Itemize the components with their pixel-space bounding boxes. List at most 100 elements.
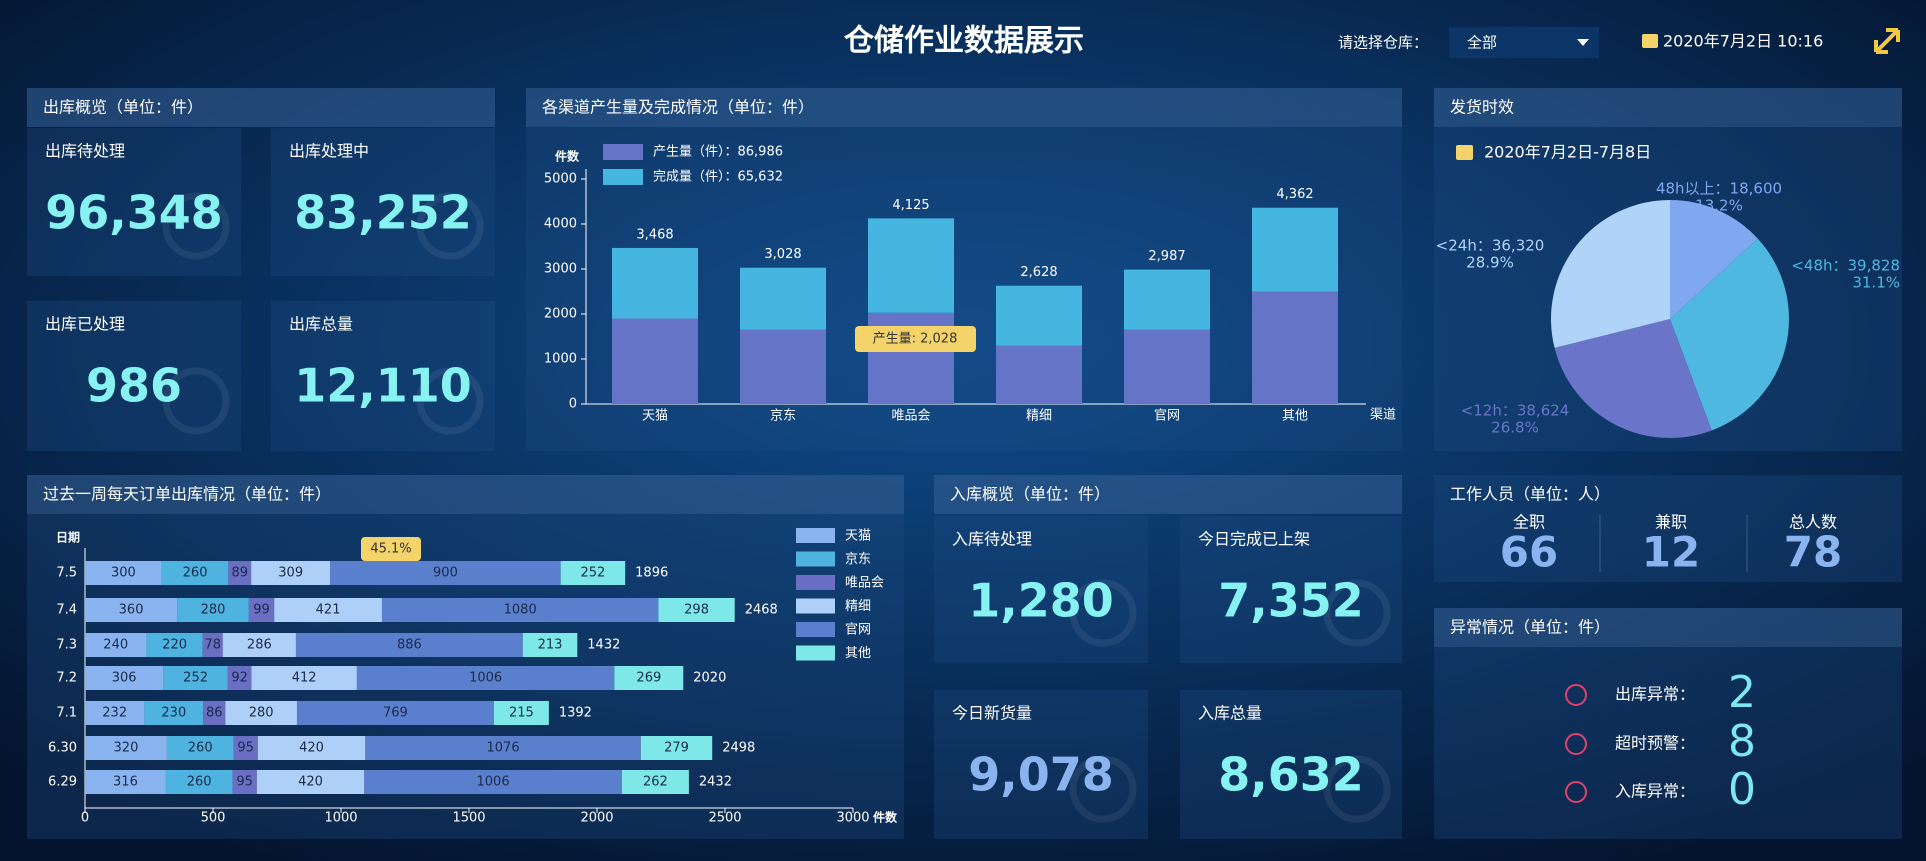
segment-label: 252 — [183, 671, 208, 686]
kpi-value: 986 — [86, 359, 182, 413]
panel-title: 出库概览（单位：件） — [43, 98, 203, 117]
x-axis-label: 件数 — [873, 810, 898, 825]
panel-title-bar — [27, 88, 495, 127]
bar-segment — [248, 598, 275, 622]
kpi-value: 12,110 — [294, 359, 472, 413]
staff-value: 66 — [1500, 528, 1558, 577]
kpi-label: 出库处理中 — [289, 142, 369, 161]
y-axis-label: 件数 — [555, 149, 580, 164]
panel-title: 各渠道产生量及完成情况（单位：件） — [542, 98, 814, 117]
panel-title: 工作人员（单位：人） — [1450, 485, 1610, 504]
pie-slice — [1670, 238, 1789, 431]
bar-segment — [163, 666, 228, 690]
bar-segment — [1252, 207, 1338, 292]
segment-label: 1076 — [487, 741, 520, 756]
x-tick-label: 精细 — [1026, 409, 1052, 424]
kpi-value: 8,632 — [1218, 748, 1364, 802]
segment-label: 412 — [292, 671, 317, 686]
kpi-card — [271, 128, 495, 276]
bar-segment — [85, 701, 145, 725]
panel-title-bar — [1434, 88, 1902, 127]
kpi-card — [934, 690, 1148, 839]
bar-segment — [232, 770, 257, 794]
warehouse-select[interactable] — [1449, 27, 1599, 58]
y-tick-label: 7.2 — [56, 671, 77, 686]
x-tick-label: 京东 — [770, 409, 796, 424]
panel — [1434, 608, 1902, 839]
legend-label: 天猫 — [845, 529, 871, 544]
segment-label: 1006 — [469, 671, 502, 686]
segment-label: 769 — [383, 706, 408, 721]
bar-segment — [146, 633, 203, 657]
kpi-label: 出库已处理 — [45, 315, 125, 334]
segment-label: 300 — [111, 566, 136, 581]
exception-value: 0 — [1728, 764, 1756, 815]
kpi-value: 7,352 — [1218, 574, 1364, 628]
x-tick-label: 1500 — [452, 811, 485, 826]
segment-label: 360 — [119, 603, 144, 618]
exception-icon — [1565, 781, 1587, 803]
datetime: 2020年7月2日 10:16 — [1663, 32, 1823, 51]
bar-segment — [356, 666, 615, 690]
kpi-label: 出库待处理 — [45, 142, 125, 161]
bar-segment — [251, 666, 357, 690]
staff-label: 全职 — [1513, 513, 1545, 532]
slice-label: <24h：36,320 — [1436, 237, 1545, 255]
kpi-label: 入库总量 — [1198, 704, 1262, 723]
kpi-label: 入库待处理 — [952, 530, 1032, 549]
kpi-value: 96,348 — [45, 186, 223, 240]
bar-segment — [621, 770, 689, 794]
legend-label: 完成量（件）：65,632 — [653, 170, 783, 185]
segment-label: 215 — [509, 706, 534, 721]
segment-label: 260 — [188, 741, 213, 756]
panel-title-bar — [1434, 608, 1902, 647]
tooltip-box — [855, 326, 976, 352]
bar-segment — [274, 598, 382, 622]
y-tick-label: 1000 — [544, 352, 577, 367]
total-label: 1432 — [587, 638, 620, 653]
segment-label: 252 — [580, 566, 605, 581]
y-tick-label: 6.29 — [48, 775, 77, 790]
segment-label: 421 — [316, 603, 341, 618]
bar-segment — [144, 701, 204, 725]
legend-label: 产生量（件）：86,986 — [653, 145, 783, 160]
segment-label: 92 — [231, 671, 248, 686]
calendar-icon — [1642, 34, 1658, 48]
kpi-watermark — [162, 192, 230, 260]
page-title: 仓储作业数据展示 — [844, 24, 1084, 59]
slice-value-label: 31.1% — [1852, 274, 1900, 292]
segment-label: 95 — [237, 741, 254, 756]
segment-label: 306 — [112, 671, 137, 686]
bar-segment — [614, 666, 684, 690]
y-axis-label: 日期 — [56, 530, 80, 545]
bar-segment — [295, 633, 523, 657]
segment-label: 886 — [397, 638, 422, 653]
panel — [27, 88, 495, 127]
legend-swatch — [603, 169, 643, 185]
segment-label: 420 — [298, 775, 323, 790]
segment-label: 99 — [253, 603, 270, 618]
total-label: 2432 — [699, 775, 732, 790]
bar-segment — [522, 633, 578, 657]
panel-title: 过去一周每天订单出库情况（单位：件） — [43, 485, 331, 504]
segment-label: 220 — [162, 638, 187, 653]
y-tick-label: 6.30 — [48, 741, 77, 756]
slice-value-label: 28.9% — [1466, 254, 1514, 272]
y-tick-label: 7.4 — [56, 603, 77, 618]
panel-title-bar — [934, 475, 1402, 514]
bar-segment — [560, 561, 626, 585]
segment-label: 269 — [636, 671, 661, 686]
tooltip: 45.1% — [370, 542, 411, 557]
pie-slice — [1670, 200, 1758, 319]
bar-segment — [85, 633, 147, 657]
segment-label: 260 — [187, 775, 212, 790]
exception-label: 出库异常： — [1615, 685, 1695, 704]
total-label: 4,362 — [1276, 187, 1313, 202]
bar-segment — [177, 598, 249, 622]
legend-label: 京东 — [845, 552, 871, 567]
staff-label: 兼职 — [1655, 513, 1687, 532]
kpi-watermark — [1069, 755, 1137, 823]
expand-icon[interactable] — [1874, 28, 1900, 54]
